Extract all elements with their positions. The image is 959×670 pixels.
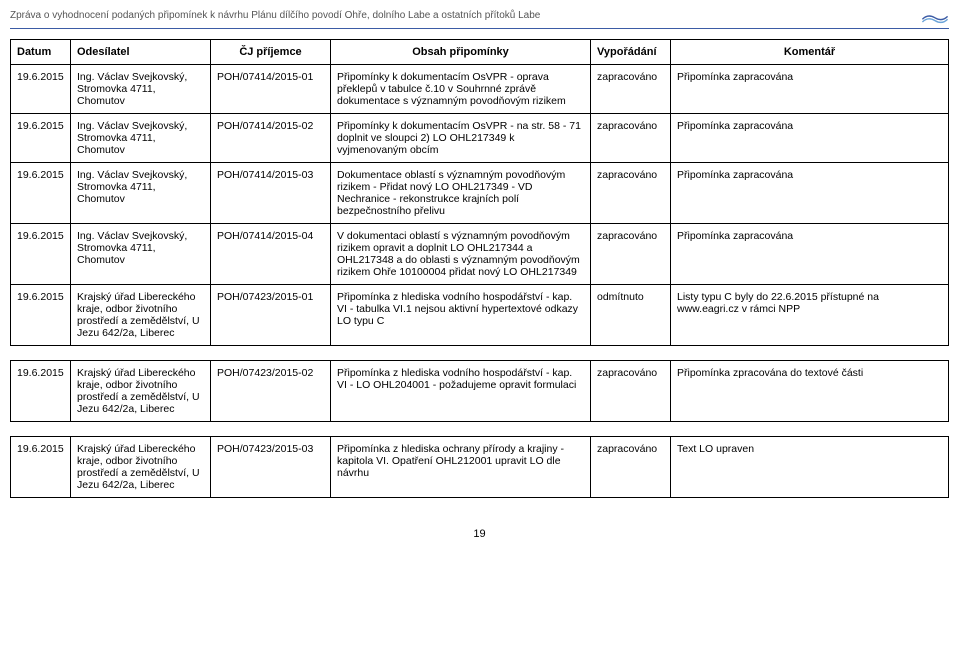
logo-icon: [921, 6, 949, 24]
cell-disposition: zapracováno: [591, 65, 671, 114]
table-row: 19.6.2015 Krajský úřad Libereckého kraje…: [11, 437, 949, 498]
cell-date: 19.6.2015: [11, 437, 71, 498]
col-sender: Odesílatel: [71, 40, 211, 65]
cell-sender: Ing. Václav Svejkovský, Stromovka 4711, …: [71, 224, 211, 285]
cell-content: Dokumentace oblastí s významným povodňov…: [331, 163, 591, 224]
cell-sender: Ing. Václav Svejkovský, Stromovka 4711, …: [71, 163, 211, 224]
cell-date: 19.6.2015: [11, 361, 71, 422]
cell-ref: POH/07414/2015-01: [211, 65, 331, 114]
table-row: 19.6.2015 Ing. Václav Svejkovský, Stromo…: [11, 114, 949, 163]
col-comment: Komentář: [671, 40, 949, 65]
cell-ref: POH/07423/2015-01: [211, 285, 331, 346]
comments-table-2: 19.6.2015 Krajský úřad Libereckého kraje…: [10, 360, 949, 422]
page-number: 19: [0, 528, 959, 550]
cell-content: Připomínka z hlediska ochrany přírody a …: [331, 437, 591, 498]
cell-comment: Připomínka zapracována: [671, 65, 949, 114]
cell-date: 19.6.2015: [11, 65, 71, 114]
cell-comment: Připomínka zapracována: [671, 163, 949, 224]
cell-ref: POH/07414/2015-02: [211, 114, 331, 163]
col-content: Obsah připomínky: [331, 40, 591, 65]
table-header-row: Datum Odesílatel ČJ příjemce Obsah připo…: [11, 40, 949, 65]
header-divider: [10, 28, 949, 29]
cell-disposition: zapracováno: [591, 437, 671, 498]
table-row: 19.6.2015 Ing. Václav Svejkovský, Stromo…: [11, 224, 949, 285]
table-row: 19.6.2015 Krajský úřad Libereckého kraje…: [11, 361, 949, 422]
cell-ref: POH/07414/2015-03: [211, 163, 331, 224]
cell-content: Připomínky k dokumentacím OsVPR - na str…: [331, 114, 591, 163]
cell-comment: Připomínka zapracována: [671, 114, 949, 163]
cell-disposition: zapracováno: [591, 361, 671, 422]
table-row: 19.6.2015 Ing. Václav Svejkovský, Stromo…: [11, 65, 949, 114]
table-row: 19.6.2015 Krajský úřad Libereckého kraje…: [11, 285, 949, 346]
cell-content: Připomínka z hlediska vodního hospodářst…: [331, 285, 591, 346]
cell-date: 19.6.2015: [11, 224, 71, 285]
comments-table-1: Datum Odesílatel ČJ příjemce Obsah připo…: [10, 39, 949, 346]
report-title: Zpráva o vyhodnocení podaných připomínek…: [10, 10, 540, 21]
comments-table-3: 19.6.2015 Krajský úřad Libereckého kraje…: [10, 436, 949, 498]
col-ref: ČJ příjemce: [211, 40, 331, 65]
col-date: Datum: [11, 40, 71, 65]
cell-ref: POH/07414/2015-04: [211, 224, 331, 285]
cell-disposition: zapracováno: [591, 163, 671, 224]
cell-disposition: zapracováno: [591, 224, 671, 285]
cell-comment: Text LO upraven: [671, 437, 949, 498]
cell-comment: Připomínka zapracována: [671, 224, 949, 285]
cell-content: Připomínka z hlediska vodního hospodářst…: [331, 361, 591, 422]
cell-ref: POH/07423/2015-03: [211, 437, 331, 498]
cell-comment: Připomínka zpracována do textové části: [671, 361, 949, 422]
cell-sender: Krajský úřad Libereckého kraje, odbor ži…: [71, 285, 211, 346]
cell-sender: Ing. Václav Svejkovský, Stromovka 4711, …: [71, 65, 211, 114]
cell-disposition: zapracováno: [591, 114, 671, 163]
cell-date: 19.6.2015: [11, 114, 71, 163]
cell-sender: Krajský úřad Libereckého kraje, odbor ži…: [71, 361, 211, 422]
cell-disposition: odmítnuto: [591, 285, 671, 346]
cell-date: 19.6.2015: [11, 285, 71, 346]
cell-comment: Listy typu C byly do 22.6.2015 přístupné…: [671, 285, 949, 346]
col-disposition: Vypořádání: [591, 40, 671, 65]
cell-content: Připomínky k dokumentacím OsVPR - oprava…: [331, 65, 591, 114]
cell-sender: Krajský úřad Libereckého kraje, odbor ži…: [71, 437, 211, 498]
cell-ref: POH/07423/2015-02: [211, 361, 331, 422]
table-row: 19.6.2015 Ing. Václav Svejkovský, Stromo…: [11, 163, 949, 224]
cell-date: 19.6.2015: [11, 163, 71, 224]
cell-sender: Ing. Václav Svejkovský, Stromovka 4711, …: [71, 114, 211, 163]
cell-content: V dokumentaci oblastí s významným povodň…: [331, 224, 591, 285]
